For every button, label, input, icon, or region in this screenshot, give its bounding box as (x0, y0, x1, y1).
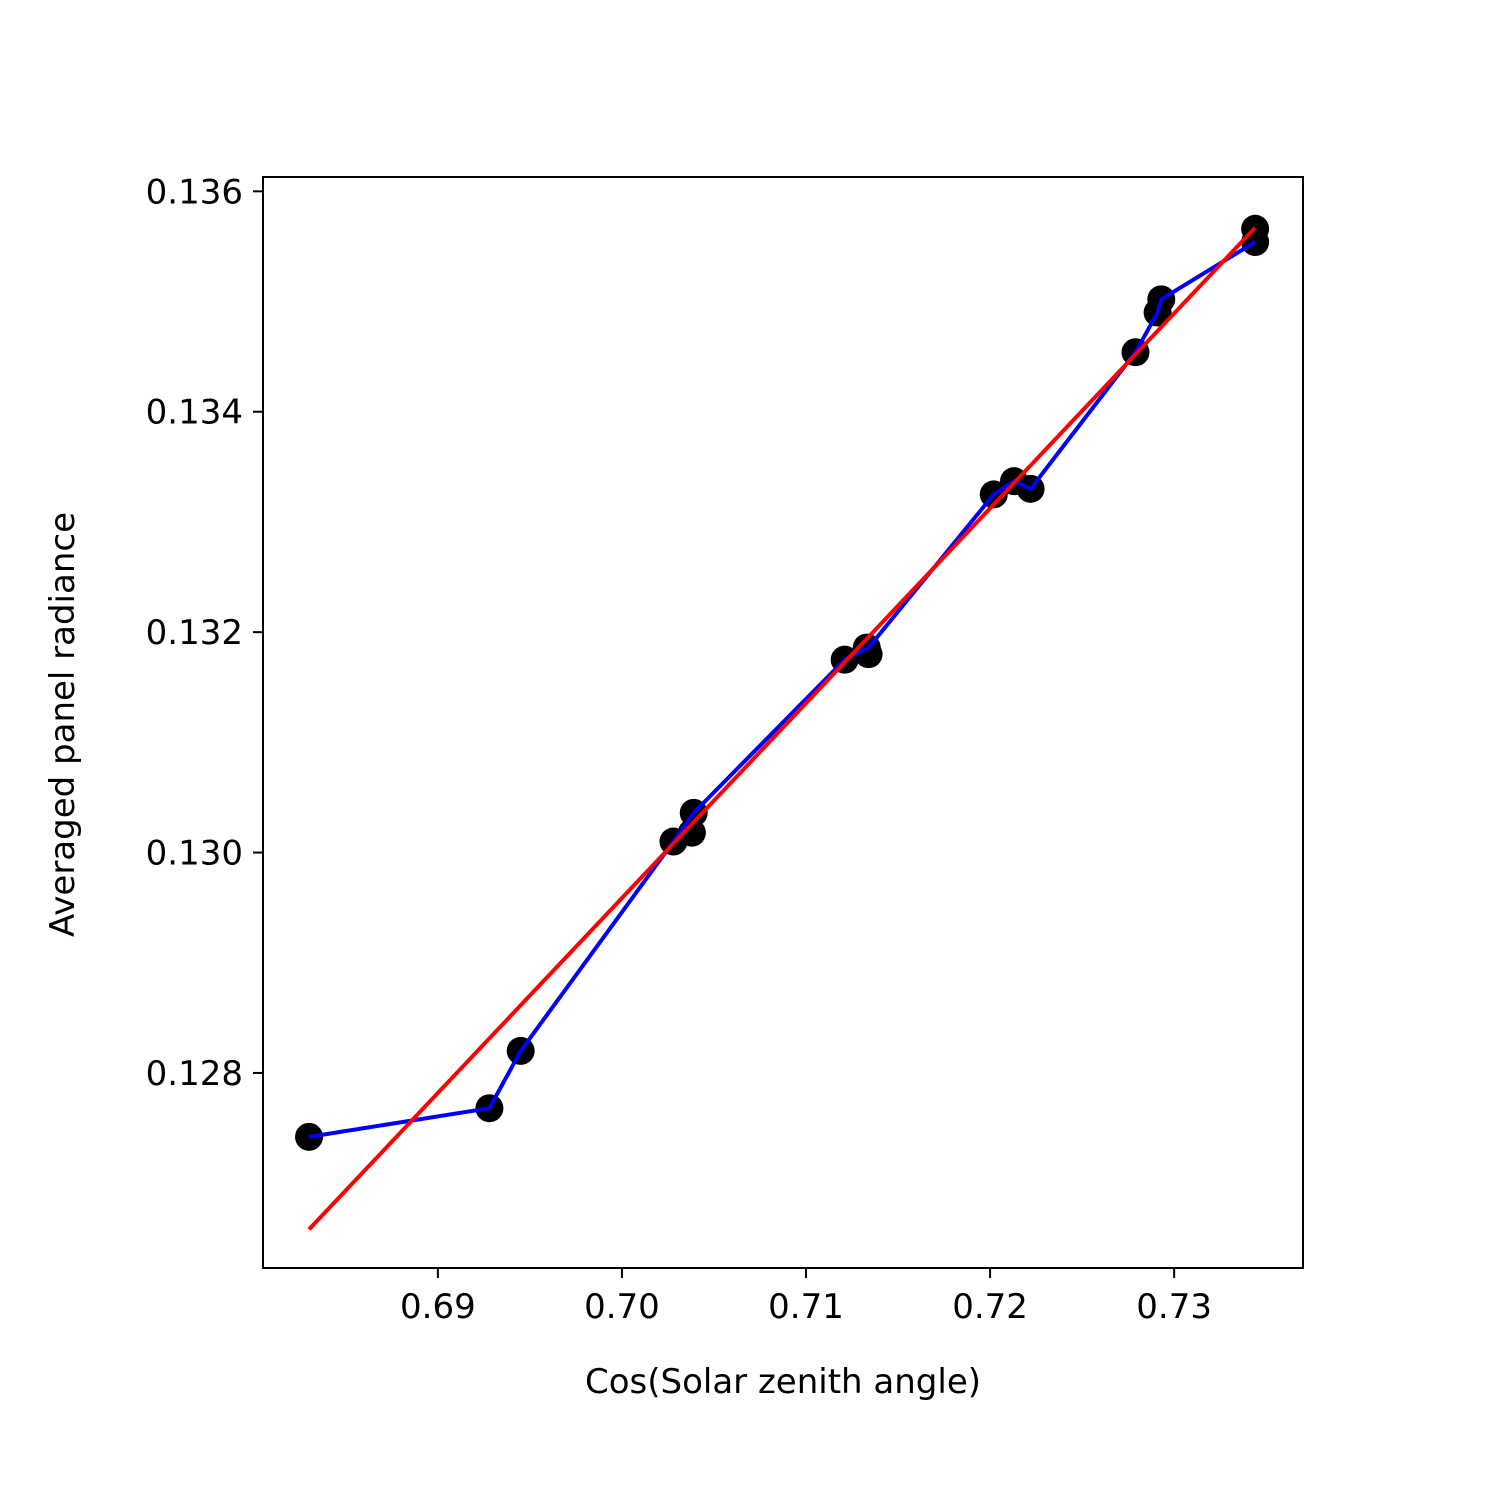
x-axis-label: Cos(Solar zenith angle) (585, 1362, 981, 1402)
y-tick-label: 0.132 (146, 613, 243, 653)
x-axis: 0.69 0.70 0.71 0.72 0.73 (400, 1268, 1212, 1327)
y-axis: 0.128 0.130 0.132 0.134 0.136 (146, 172, 263, 1094)
y-tick-label: 0.134 (146, 393, 243, 433)
y-tick-label: 0.128 (146, 1054, 243, 1094)
x-tick-label: 0.73 (1136, 1287, 1212, 1327)
y-tick-label: 0.130 (146, 834, 243, 874)
x-tick-label: 0.70 (584, 1287, 660, 1327)
plot-area (295, 214, 1270, 1231)
x-tick-label: 0.69 (400, 1287, 476, 1327)
axes-frame (262, 176, 1304, 1269)
y-tick-label: 0.136 (146, 172, 243, 212)
y-axis-label: Averaged panel radiance (43, 512, 83, 937)
x-tick-label: 0.71 (768, 1287, 844, 1327)
fit-line (307, 226, 1257, 1231)
x-tick-label: 0.72 (952, 1287, 1028, 1327)
